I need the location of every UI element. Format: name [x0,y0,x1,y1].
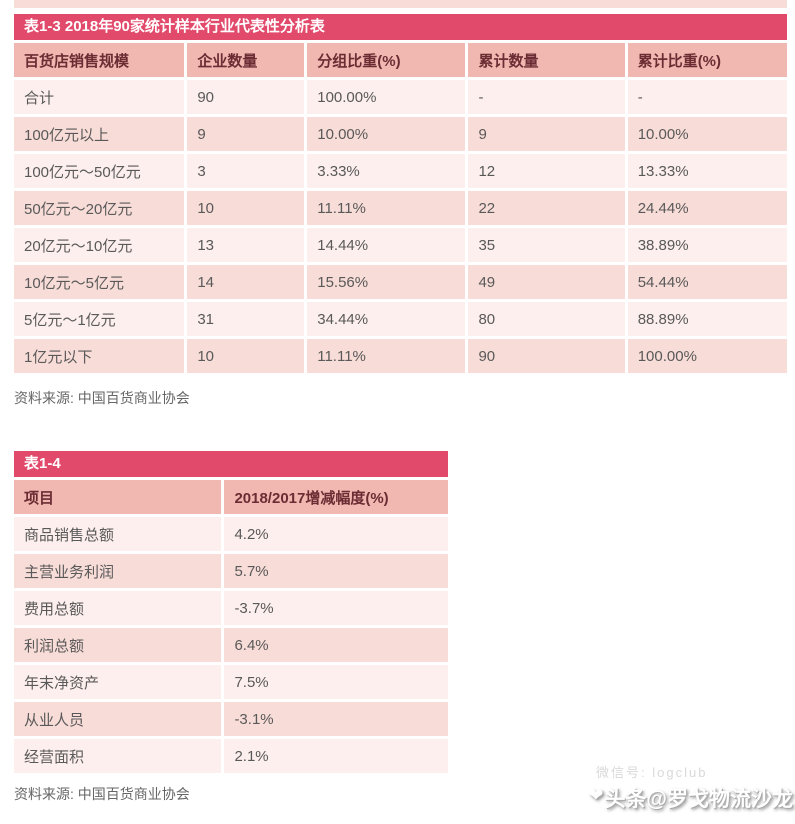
cell: 80 [468,302,625,336]
cell: 100亿元～50亿元 [14,154,185,188]
cell: 10 [187,191,305,225]
cell: 费用总额 [14,591,222,625]
cell: 11.11% [307,191,466,225]
cell: 88.89% [627,302,787,336]
cell: 10.00% [307,117,466,151]
cell: 22 [468,191,625,225]
cell: 利润总额 [14,628,222,662]
cell: 12 [468,154,625,188]
watermark-toutiao: ❤头条@罗戈物流沙龙 [588,783,793,813]
top-partial-row-strip [14,0,787,8]
cell: 主营业务利润 [14,554,222,588]
cell: 100.00% [627,339,787,373]
cell: 35 [468,228,625,262]
table-1-4-grid: 项目 2018/2017增减幅度(%) 商品销售总额 4.2% 主营业务利润 5… [11,477,451,776]
cell: 50亿元～20亿元 [14,191,185,225]
table-header-row: 百货店销售规模 企业数量 分组比重(%) 累计数量 累计比重(%) [14,43,787,77]
table-row: 100亿元～50亿元 3 3.33% 12 13.33% [14,154,787,188]
table-row: 商品销售总额 4.2% [14,517,448,551]
table-row: 5亿元～1亿元 31 34.44% 80 88.89% [14,302,787,336]
cell: 38.89% [627,228,787,262]
table-row: 经营面积 2.1% [14,739,448,773]
cell: 3.33% [307,154,466,188]
heart-icon: ❤ [588,785,604,805]
table-row: 年末净资产 7.5% [14,665,448,699]
cell: 5.7% [224,554,448,588]
table-row: 100亿元以上 9 10.00% 9 10.00% [14,117,787,151]
column-header: 分组比重(%) [307,43,466,77]
column-header: 项目 [14,480,222,514]
cell: 10 [187,339,305,373]
cell: 合计 [14,80,185,114]
cell: 3 [187,154,305,188]
cell: 年末净资产 [14,665,222,699]
cell: - [468,80,625,114]
table-1-4: 表1-4 项目 2018/2017增减幅度(%) 商品销售总额 4.2% 主营业… [14,451,448,776]
column-header: 累计数量 [468,43,625,77]
cell: 49 [468,265,625,299]
table-row: 10亿元～5亿元 14 15.56% 49 54.44% [14,265,787,299]
table-1-4-title: 表1-4 [14,451,448,477]
table-row: 费用总额 -3.7% [14,591,448,625]
table-row: 50亿元～20亿元 10 11.11% 22 24.44% [14,191,787,225]
watermark-wechat-id: 微信号: logclub [596,765,708,780]
table-row: 主营业务利润 5.7% [14,554,448,588]
cell: 100亿元以上 [14,117,185,151]
table-row: 1亿元以下 10 11.11% 90 100.00% [14,339,787,373]
table-1-3: 表1-3 2018年90家统计样本行业代表性分析表 百货店销售规模 企业数量 分… [14,14,787,376]
table-1-3-title: 表1-3 2018年90家统计样本行业代表性分析表 [14,14,787,40]
cell: 4.2% [224,517,448,551]
cell: 9 [187,117,305,151]
cell: 14.44% [307,228,466,262]
cell: 5亿元～1亿元 [14,302,185,336]
cell: 34.44% [307,302,466,336]
cell: 31 [187,302,305,336]
cell: - [627,80,787,114]
cell: 90 [468,339,625,373]
cell: 2.1% [224,739,448,773]
cell: 11.11% [307,339,466,373]
table-row: 从业人员 -3.1% [14,702,448,736]
cell: 10亿元～5亿元 [14,265,185,299]
table-row: 合计 90 100.00% - - [14,80,787,114]
cell: 7.5% [224,665,448,699]
cell: 经营面积 [14,739,222,773]
source-note-table-1-4: 资料来源: 中国百货商业协会 [14,786,190,802]
cell: 从业人员 [14,702,222,736]
column-header: 企业数量 [187,43,305,77]
cell: 13 [187,228,305,262]
table-row: 利润总额 6.4% [14,628,448,662]
cell: 10.00% [627,117,787,151]
table-header-row: 项目 2018/2017增减幅度(%) [14,480,448,514]
cell: 9 [468,117,625,151]
cell: 24.44% [627,191,787,225]
watermark-toutiao-text: 头条@罗戈物流沙龙 [604,788,793,811]
cell: 90 [187,80,305,114]
cell: 1亿元以下 [14,339,185,373]
cell: -3.7% [224,591,448,625]
cell: 14 [187,265,305,299]
cell: 15.56% [307,265,466,299]
cell: 20亿元～10亿元 [14,228,185,262]
cell: 商品销售总额 [14,517,222,551]
table-row: 20亿元～10亿元 13 14.44% 35 38.89% [14,228,787,262]
column-header: 2018/2017增减幅度(%) [224,480,448,514]
cell: 100.00% [307,80,466,114]
table-1-3-grid: 百货店销售规模 企业数量 分组比重(%) 累计数量 累计比重(%) 合计 90 … [11,40,790,376]
cell: -3.1% [224,702,448,736]
cell: 6.4% [224,628,448,662]
source-note-table-1-3: 资料来源: 中国百货商业协会 [14,390,190,406]
cell: 13.33% [627,154,787,188]
column-header: 百货店销售规模 [14,43,185,77]
cell: 54.44% [627,265,787,299]
column-header: 累计比重(%) [627,43,787,77]
